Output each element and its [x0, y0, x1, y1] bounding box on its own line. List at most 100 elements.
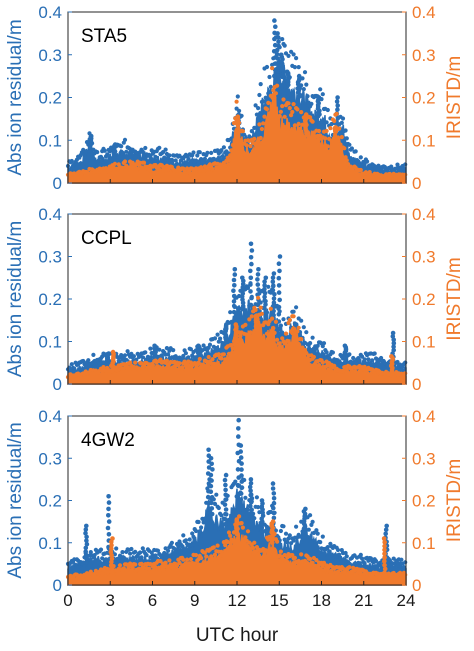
- peak-point: [84, 538, 89, 543]
- data-point: [193, 553, 199, 558]
- data-point: [289, 113, 294, 118]
- left-axis-label: Abs ion residual/m: [5, 422, 26, 578]
- peak-point: [382, 562, 387, 568]
- peak-point: [209, 506, 215, 511]
- data-point: [271, 326, 276, 331]
- data-point: [257, 510, 262, 515]
- peak-point: [232, 267, 238, 272]
- data-point: [280, 104, 285, 109]
- data-point: [173, 549, 178, 554]
- data-point: [187, 537, 192, 542]
- peak-point: [382, 559, 387, 564]
- data-point: [297, 126, 303, 131]
- data-point: [216, 505, 221, 511]
- data-point: [403, 172, 408, 177]
- peak-point: [275, 68, 281, 74]
- peak-point: [276, 312, 282, 317]
- peak-point: [239, 479, 245, 484]
- peak-point: [277, 254, 283, 259]
- data-point: [219, 356, 224, 361]
- data-point: [148, 346, 153, 351]
- right-axis-label: IRISTD/m: [444, 56, 465, 139]
- peak-point: [238, 443, 244, 448]
- data-point: [291, 52, 296, 57]
- data-point: [263, 548, 268, 553]
- data-point: [403, 371, 408, 376]
- x-tick-label: 24: [397, 591, 416, 610]
- data-point: [252, 125, 257, 130]
- data-point: [197, 529, 202, 534]
- data-point: [230, 346, 235, 351]
- data-point: [280, 37, 285, 42]
- peak-point: [270, 279, 276, 285]
- data-point: [362, 357, 367, 362]
- data-point: [207, 342, 213, 347]
- data-point: [122, 353, 128, 358]
- peak-point: [270, 519, 276, 524]
- data-point: [278, 345, 283, 350]
- peak-point: [259, 498, 265, 503]
- data-point: [219, 165, 224, 171]
- data-point: [304, 330, 309, 335]
- data-point: [147, 167, 152, 172]
- data-point: [174, 563, 180, 568]
- left-tick-label: 0.2: [38, 492, 62, 511]
- data-point: [205, 150, 210, 155]
- data-point: [126, 565, 131, 570]
- data-point: [143, 145, 148, 151]
- peak-point: [238, 497, 244, 502]
- data-point: [98, 154, 104, 159]
- data-point: [296, 325, 301, 330]
- data-point: [245, 507, 251, 512]
- peak-point: [381, 536, 387, 541]
- right-axis-label: IRISTD/m: [444, 459, 465, 542]
- data-point: [272, 330, 277, 335]
- peak-point: [272, 18, 277, 23]
- data-point: [190, 531, 195, 536]
- data-point: [320, 564, 325, 569]
- data-point: [243, 322, 248, 327]
- data-point: [301, 325, 306, 330]
- left-tick-label: 0.2: [38, 290, 62, 309]
- data-point: [358, 552, 363, 558]
- data-point: [308, 556, 313, 562]
- peak-point: [248, 480, 254, 486]
- data-point: [92, 553, 97, 558]
- data-point: [275, 539, 280, 544]
- data-point: [253, 307, 258, 313]
- data-point: [334, 111, 339, 116]
- data-point: [136, 366, 142, 371]
- peak-point: [84, 556, 89, 562]
- peak-point: [276, 261, 282, 267]
- data-point: [130, 565, 135, 570]
- data-point: [210, 167, 215, 172]
- data-point: [171, 348, 176, 353]
- data-point: [195, 153, 200, 158]
- data-point: [249, 129, 254, 134]
- data-point: [365, 159, 370, 164]
- data-point: [360, 556, 365, 561]
- data-point: [261, 121, 266, 126]
- data-point: [344, 158, 349, 163]
- right-tick-label: 0.4: [412, 407, 436, 426]
- data-point: [242, 132, 247, 137]
- data-point: [316, 363, 322, 368]
- data-point: [295, 107, 300, 112]
- peak-point: [83, 549, 88, 554]
- peak-point: [271, 296, 277, 301]
- data-point: [313, 362, 318, 367]
- data-point: [166, 352, 171, 357]
- peak-point: [248, 302, 254, 308]
- data-point: [264, 524, 270, 530]
- x-tick-label: 18: [312, 591, 331, 610]
- peak-point: [231, 288, 236, 294]
- peak-point: [84, 523, 89, 529]
- peak-point: [222, 502, 228, 507]
- data-point: [270, 66, 275, 71]
- peak-point: [273, 24, 278, 30]
- data-point: [268, 84, 273, 89]
- data-point: [153, 565, 158, 570]
- data-point: [261, 99, 266, 104]
- data-point: [281, 97, 286, 102]
- right-tick-label: 0: [412, 174, 421, 193]
